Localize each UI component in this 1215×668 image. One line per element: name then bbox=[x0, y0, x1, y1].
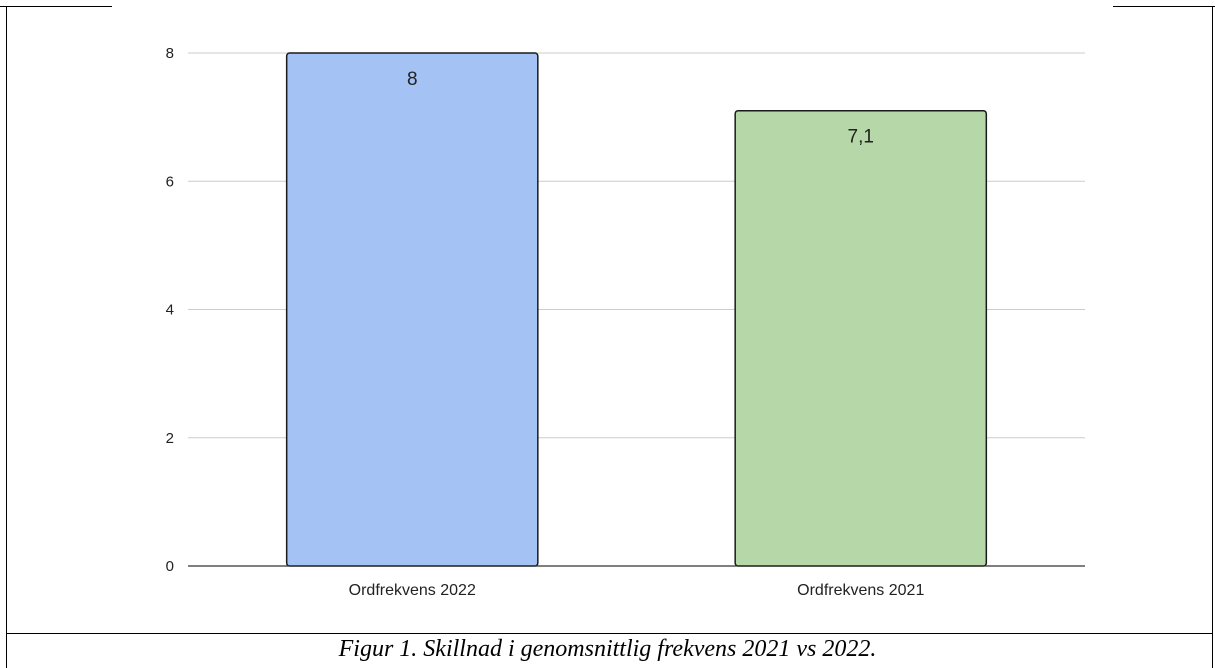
bars bbox=[285, 52, 988, 567]
y-tick-label-2: 2 bbox=[166, 430, 174, 447]
caption-divider-line bbox=[6, 633, 1213, 634]
x-category-label-1: Ordfrekvens 2022 bbox=[349, 582, 476, 599]
x-category-label-2: Ordfrekvens 2021 bbox=[797, 582, 924, 599]
data-label-1: 8 bbox=[407, 69, 418, 90]
bar-2 bbox=[734, 109, 988, 567]
y-axis-ticks: 0 2 4 6 8 bbox=[166, 45, 174, 575]
frame-right-line bbox=[1212, 6, 1213, 668]
bar-1 bbox=[285, 52, 539, 567]
bar-chart: 0 2 4 6 8 Ordfrekvens 2022 Ordfrekvens 2021 8… bbox=[166, 45, 1085, 599]
frame-top-right-line bbox=[1113, 6, 1215, 7]
y-tick-label-4: 4 bbox=[166, 302, 174, 319]
data-labels: 87,1 bbox=[407, 69, 874, 148]
y-tick-label-0: 0 bbox=[166, 558, 174, 575]
figure-caption: Figur 1. Skillnad i genomsnittlig frekve… bbox=[338, 636, 877, 662]
frame-top-left-line bbox=[0, 6, 112, 7]
data-label-2: 7,1 bbox=[848, 127, 874, 148]
y-tick-label-6: 6 bbox=[166, 173, 174, 190]
x-axis-labels: Ordfrekvens 2022 Ordfrekvens 2021 bbox=[349, 582, 925, 599]
y-tick-label-8: 8 bbox=[166, 45, 174, 62]
frame-left-line bbox=[6, 6, 7, 668]
